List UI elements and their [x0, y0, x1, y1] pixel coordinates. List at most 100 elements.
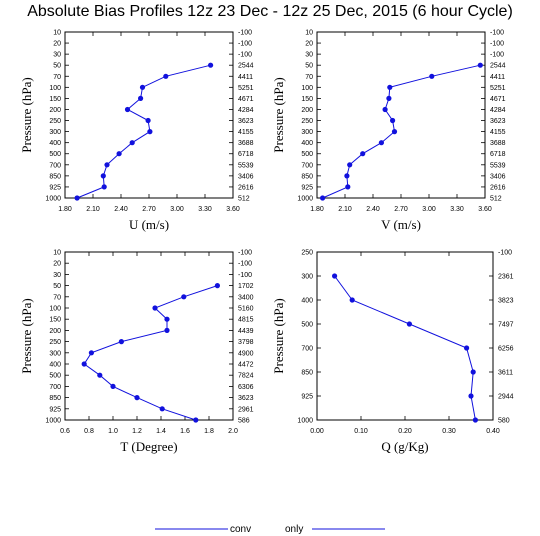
data-point — [468, 393, 474, 399]
count-label: -100 — [238, 41, 252, 48]
y-tick-label: 400 — [49, 140, 61, 147]
y-tick-label: 250 — [49, 118, 61, 125]
y-tick-label: 700 — [49, 384, 61, 391]
y-tick-label: 10 — [53, 30, 61, 37]
y-tick-label: 400 — [301, 298, 313, 305]
y-tick-label: 200 — [301, 107, 313, 114]
count-label: 3623 — [490, 118, 506, 125]
count-label: 6718 — [490, 151, 506, 158]
data-point — [390, 117, 396, 124]
x-tick-label: 0.40 — [486, 428, 500, 435]
data-point — [387, 84, 393, 90]
y-tick-label: 20 — [53, 261, 61, 268]
y-tick-label: 850 — [301, 173, 313, 180]
data-point — [129, 140, 135, 146]
count-label: 1702 — [238, 283, 254, 290]
panel-1: 10 -100 20 -100 30 -100 50 2544 70 4411 100 5251 150… — [19, 30, 254, 233]
y-tick-label: 1000 — [45, 196, 61, 203]
count-label: 3406 — [238, 173, 254, 180]
data-point — [159, 406, 165, 412]
x-tick-label: 1.0 — [108, 428, 118, 435]
figure-title: Absolute Bias Profiles 12z 23 Dec - 12z … — [27, 3, 513, 20]
x-axis-label: Q (g/Kg) — [381, 439, 428, 454]
y-tick-label: 500 — [49, 373, 61, 380]
data-point — [406, 321, 412, 327]
count-label: -100 — [238, 261, 252, 268]
data-point — [464, 345, 470, 351]
count-label: 4671 — [238, 96, 254, 103]
data-point — [344, 173, 350, 179]
x-tick-label: 1.80 — [310, 206, 324, 213]
y-tick-label: 100 — [301, 85, 313, 92]
y-tick-label: 500 — [301, 151, 313, 158]
count-label: 4439 — [238, 328, 254, 335]
count-label: 3623 — [238, 118, 254, 125]
x-tick-label: 2.10 — [338, 206, 352, 213]
count-label: 4411 — [490, 74, 505, 81]
count-label: 512 — [490, 196, 502, 203]
x-tick-label: 2.70 — [394, 206, 408, 213]
count-label: 2361 — [498, 274, 514, 281]
count-label: 4671 — [490, 96, 506, 103]
panel-4: 250 -100 300 2361 400 3823 500 7497 700 6256 850 36… — [271, 250, 514, 455]
count-label: 3823 — [498, 298, 514, 305]
data-point — [477, 62, 483, 68]
data-point — [110, 383, 116, 389]
data-point — [386, 95, 392, 101]
series-line — [334, 275, 476, 421]
data-point — [145, 117, 151, 124]
count-label: 512 — [238, 196, 250, 203]
count-label: 7824 — [238, 373, 254, 380]
y-tick-label: 100 — [49, 85, 61, 92]
count-label: 4155 — [238, 129, 254, 136]
y-tick-label: 925 — [301, 184, 313, 191]
plot-frame — [316, 31, 486, 199]
data-point — [152, 305, 158, 311]
count-label: 6718 — [238, 151, 254, 158]
data-point — [138, 95, 144, 101]
y-tick-label: 250 — [301, 118, 313, 125]
x-tick-label: 2.40 — [366, 206, 380, 213]
data-point — [347, 162, 353, 168]
y-axis-label: Pressure (hPa) — [271, 298, 286, 373]
data-point — [181, 294, 187, 300]
legend-text-right: only — [285, 524, 303, 535]
y-axis-label: Pressure (hPa) — [19, 77, 34, 152]
count-label: 2616 — [490, 184, 506, 191]
data-point — [104, 162, 110, 168]
y-axis-label: Pressure (hPa) — [19, 298, 34, 373]
x-tick-label: 2.70 — [142, 206, 156, 213]
x-tick-label: 1.2 — [132, 428, 142, 435]
series-line — [83, 285, 218, 421]
x-tick-label: 0.8 — [84, 428, 94, 435]
data-point — [472, 417, 478, 423]
data-point — [349, 297, 355, 303]
count-label: 2961 — [238, 406, 254, 413]
count-label: 580 — [498, 418, 510, 425]
plot-frame — [316, 251, 494, 421]
y-tick-label: 250 — [301, 250, 313, 257]
data-point — [74, 195, 80, 201]
count-label: -100 — [490, 41, 504, 48]
count-label: -100 — [490, 30, 504, 37]
legend: conv only — [155, 524, 385, 535]
count-label: 6256 — [498, 346, 514, 353]
count-label: 3406 — [490, 173, 506, 180]
plot-frame — [64, 251, 234, 421]
count-label: 3611 — [498, 370, 513, 377]
x-tick-label: 0.10 — [354, 428, 368, 435]
legend-text-left: conv — [230, 524, 251, 535]
y-tick-label: 70 — [305, 74, 313, 81]
y-tick-label: 20 — [53, 41, 61, 48]
x-tick-label: 3.60 — [478, 206, 492, 213]
count-label: 5160 — [238, 306, 254, 313]
count-label: -100 — [498, 250, 512, 257]
data-point — [470, 369, 476, 375]
x-tick-label: 1.8 — [204, 428, 214, 435]
y-tick-label: 500 — [301, 322, 313, 329]
y-tick-label: 150 — [49, 317, 61, 324]
x-tick-label: 1.6 — [180, 428, 190, 435]
y-tick-label: 850 — [49, 395, 61, 402]
data-point — [134, 395, 140, 401]
